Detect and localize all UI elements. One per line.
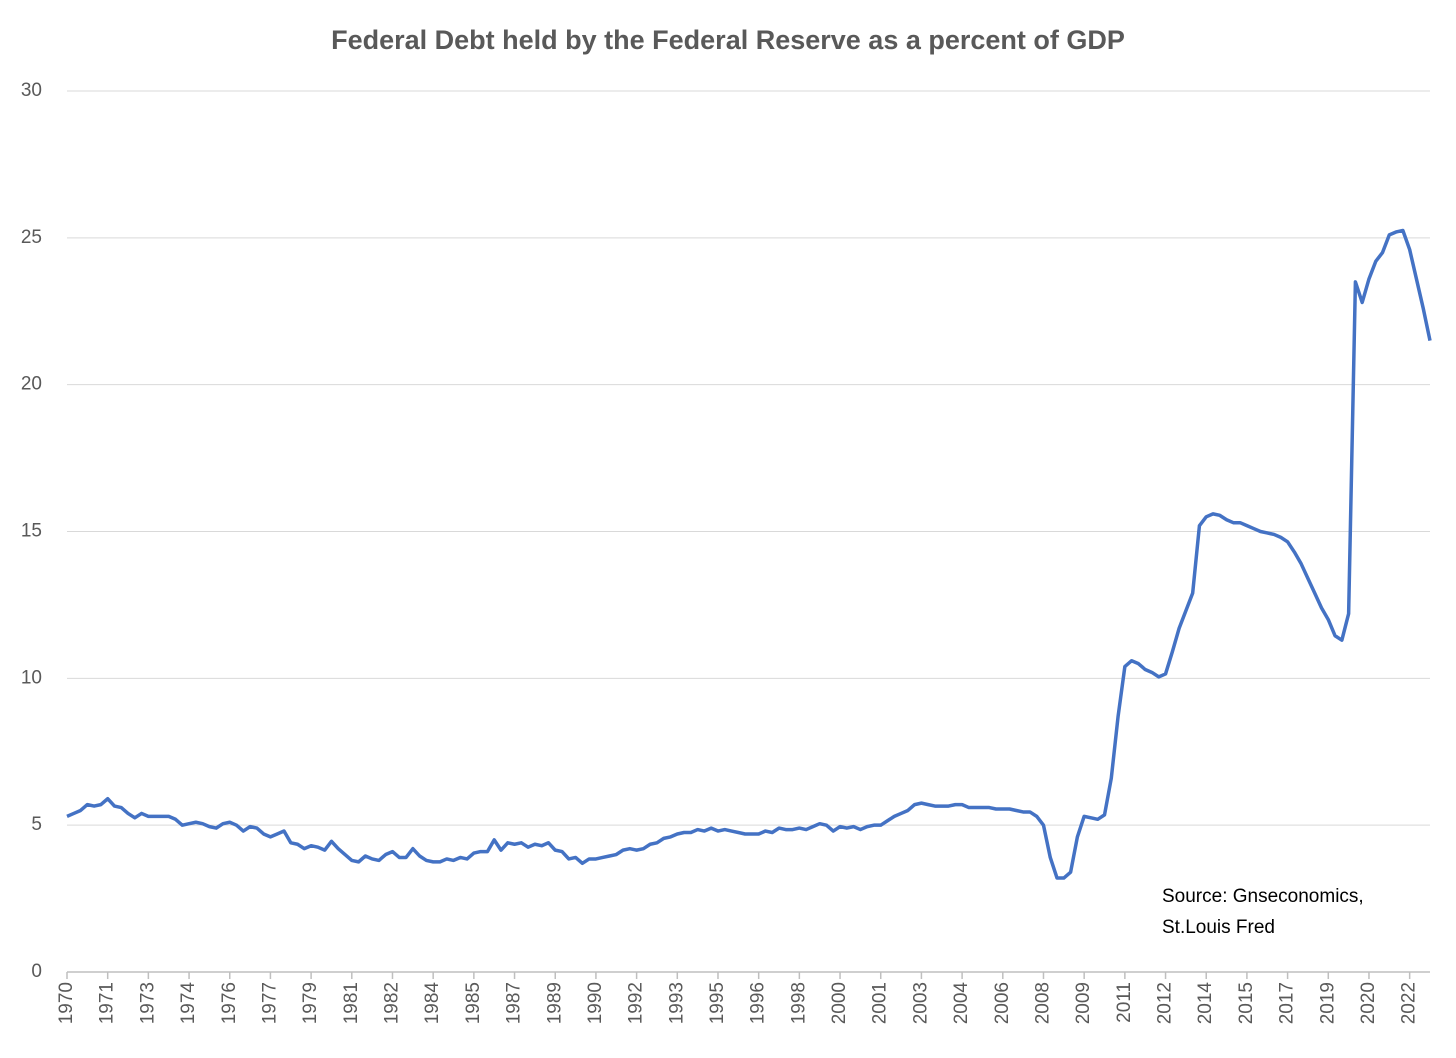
x-tick-label: 1993	[666, 982, 687, 1024]
x-tick-label: 1979	[300, 982, 321, 1024]
x-tick-label: 2017	[1277, 982, 1298, 1024]
y-tick-label: 10	[21, 667, 42, 688]
x-tick-label: 2000	[829, 982, 850, 1024]
x-tick-label: 1987	[504, 982, 525, 1024]
annotation: Source: Gnseconomics,	[1162, 886, 1364, 907]
x-tick-label: 1989	[544, 982, 565, 1024]
y-tick-label: 15	[21, 521, 42, 542]
x-tick-label: 1992	[626, 982, 647, 1024]
y-tick-label: 20	[21, 374, 42, 395]
x-tick-label: 1984	[422, 982, 443, 1025]
x-tick-label: 2020	[1358, 982, 1379, 1024]
x-tick-label: 1995	[707, 982, 728, 1024]
x-tick-label: 2022	[1399, 982, 1420, 1024]
x-tick-label: 1990	[585, 982, 606, 1024]
x-tick-label: 1982	[382, 982, 403, 1024]
data-line	[66, 228, 1432, 880]
y-tick-label: 25	[21, 227, 42, 248]
x-tick-label: 2015	[1236, 982, 1257, 1024]
x-tick-label: 2019	[1317, 982, 1338, 1024]
x-tick-label: 2003	[910, 982, 931, 1024]
x-tick-label: 2008	[1032, 982, 1053, 1024]
y-tick-label: 5	[31, 814, 42, 835]
y-tick-label: 30	[21, 80, 42, 101]
x-tick-label: 1971	[97, 982, 118, 1024]
x-tick-label: 2011	[1114, 982, 1135, 1023]
x-tick-label: 1970	[56, 982, 77, 1024]
x-tick-label: 1977	[259, 982, 280, 1024]
chart-title: Federal Debt held by the Federal Reserve…	[331, 25, 1125, 55]
x-tick-label: 1998	[788, 982, 809, 1024]
x-tick-label: 1974	[178, 982, 199, 1025]
x-tick-label: 1981	[341, 982, 362, 1024]
x-tick-label: 2004	[951, 982, 972, 1025]
x-tick-label: 2014	[1195, 982, 1216, 1025]
x-tick-label: 2001	[870, 982, 891, 1024]
x-tick-label: 1976	[219, 982, 240, 1024]
x-tick-label: 1985	[463, 982, 484, 1024]
x-tick-label: 2012	[1155, 982, 1176, 1024]
annotation: St.Louis Fred	[1162, 917, 1275, 938]
x-tick-label: 1973	[137, 982, 158, 1024]
y-tick-label: 0	[31, 961, 42, 982]
x-tick-label: 2006	[992, 982, 1013, 1024]
x-tick-label: 1996	[748, 982, 769, 1024]
x-tick-label: 2009	[1073, 982, 1094, 1024]
